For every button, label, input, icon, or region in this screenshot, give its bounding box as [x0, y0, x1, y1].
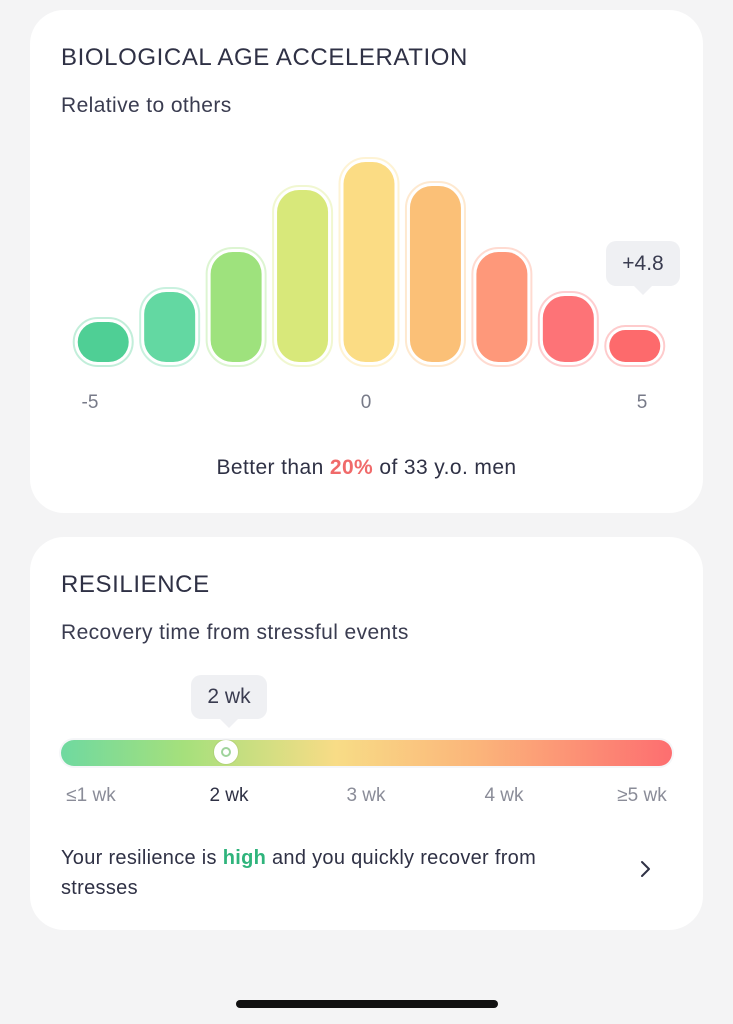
histogram-bar-outline — [139, 287, 201, 367]
histogram-bar — [144, 292, 196, 362]
summary-suffix: of 33 y.o. men — [373, 456, 517, 479]
histogram-bar — [210, 252, 262, 362]
histogram-bar-outline — [471, 247, 533, 367]
scale-label-4wk: 4 wk — [484, 785, 524, 806]
value-callout: +4.8 — [606, 241, 680, 295]
histogram-bar-outline — [72, 317, 134, 367]
histogram-bar-outline — [404, 181, 466, 367]
histogram-bar — [476, 252, 528, 362]
histogram-bar — [77, 322, 129, 362]
x-tick-min: -5 — [81, 392, 99, 413]
x-tick-zero: 0 — [360, 392, 372, 413]
histogram-bar — [277, 190, 329, 362]
summary-prefix: Better than — [216, 456, 330, 479]
histogram-bar — [542, 296, 594, 362]
histogram-bar-highlighted — [609, 330, 661, 362]
home-indicator[interactable] — [236, 1000, 498, 1008]
histogram-bar-outline — [537, 291, 599, 367]
resilience-text-suffix: and you quickly recover from stresses — [61, 847, 537, 899]
x-tick-max: 5 — [636, 392, 648, 413]
scale-label-5wk: ≥5 wk — [617, 785, 667, 806]
histogram-bar-outline — [205, 247, 267, 367]
histogram-bar-outline — [338, 157, 400, 367]
chevron-right-icon[interactable] — [635, 859, 655, 879]
histogram-bar — [409, 186, 461, 362]
scale-label-1wk: ≤1 wk — [66, 785, 116, 806]
age-distribution-histogram — [72, 157, 666, 367]
scale-label-3wk: 3 wk — [346, 785, 386, 806]
scale-label-2wk: 2 wk — [209, 785, 249, 806]
bio-card-subtitle: Relative to others — [61, 94, 232, 117]
resilience-text-prefix: Your resilience is — [61, 847, 223, 869]
comparison-summary: Better than 20% of 33 y.o. men — [30, 456, 703, 480]
histogram-bar-outline — [604, 325, 666, 367]
resilience-description: Your resilience is high and you quickly … — [61, 843, 581, 903]
resilience-callout: 2 wk — [191, 675, 267, 728]
resilience-marker — [213, 740, 238, 764]
histogram-bar-outline — [272, 185, 334, 367]
biological-age-card: BIOLOGICAL AGE ACCELERATION Relative to … — [30, 10, 703, 513]
summary-percentile: 20% — [329, 456, 374, 479]
resilience-level: high — [222, 847, 267, 869]
bio-card-title: BIOLOGICAL AGE ACCELERATION — [61, 44, 468, 71]
resilience-scale-bar — [61, 740, 672, 766]
histogram-bar — [343, 162, 395, 362]
resilience-card: RESILIENCE Recovery time from stressful … — [30, 537, 703, 930]
resilience-card-subtitle: Recovery time from stressful events — [61, 621, 409, 644]
resilience-card-title: RESILIENCE — [61, 571, 210, 598]
